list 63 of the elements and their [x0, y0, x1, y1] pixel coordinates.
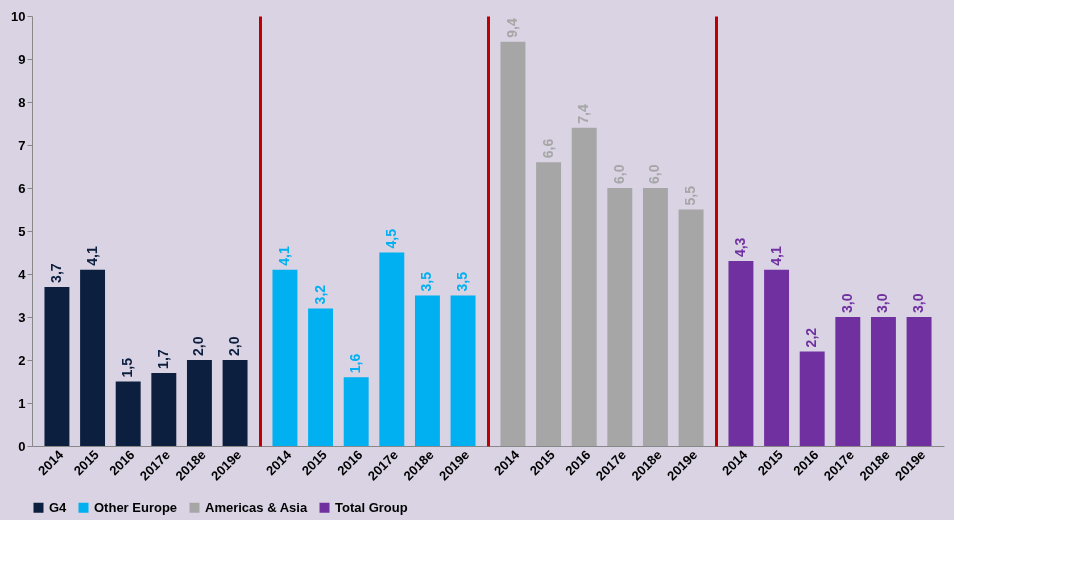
legend-label: G4 [49, 499, 68, 515]
bar [222, 360, 248, 446]
y-tick-label: 6 [18, 180, 26, 196]
bar [151, 372, 177, 446]
y-tick-label: 10 [11, 8, 26, 24]
data-label: 3,0 [838, 293, 855, 313]
y-tick-label: 0 [18, 438, 26, 454]
data-label: 6,6 [539, 138, 556, 159]
bar [379, 252, 405, 446]
bar [536, 162, 562, 446]
data-label: 1,7 [154, 349, 171, 369]
legend-label: Americas & Asia [205, 499, 308, 515]
bar [678, 209, 704, 446]
bar [115, 381, 141, 446]
data-label: 7,4 [575, 104, 592, 124]
y-tick-label: 3 [18, 309, 26, 325]
bar [308, 308, 334, 446]
legend-label: Total Group [335, 499, 408, 515]
data-label: 5,5 [682, 185, 699, 206]
data-label: 4,1 [83, 246, 100, 266]
bar [607, 188, 633, 446]
bar [870, 317, 896, 446]
bar [450, 295, 476, 446]
data-label: 3,5 [418, 271, 435, 292]
bar [642, 188, 668, 446]
y-tick-label: 8 [18, 94, 26, 110]
bar [835, 317, 861, 446]
data-label: 4,3 [731, 237, 748, 258]
bar [272, 269, 298, 446]
y-tick-label: 9 [18, 51, 26, 67]
y-tick-label: 1 [18, 395, 26, 411]
bar [728, 261, 754, 446]
bar [44, 286, 70, 446]
data-label: 3,5 [454, 271, 471, 292]
bar [799, 351, 825, 446]
data-label: 6,0 [646, 164, 663, 184]
data-label: 4,5 [382, 228, 399, 249]
data-label: 3,7 [47, 263, 64, 283]
data-label: 9,4 [503, 18, 520, 38]
data-label: 3,0 [874, 293, 891, 313]
data-label: 1,5 [119, 357, 136, 378]
data-label: 6,0 [610, 164, 627, 184]
bar [500, 41, 526, 446]
y-tick-label: 2 [18, 352, 26, 368]
data-label: 2,0 [226, 336, 243, 356]
y-tick-label: 4 [18, 266, 27, 282]
bar [571, 127, 597, 446]
data-label: 3,0 [910, 293, 927, 313]
bar [906, 317, 932, 446]
bar [343, 377, 369, 446]
bar [414, 295, 440, 446]
bar [764, 269, 790, 446]
data-label: 4,1 [767, 246, 784, 266]
y-tick-label: 5 [18, 223, 26, 239]
data-label: 2,2 [803, 327, 820, 348]
data-label: 2,0 [190, 336, 207, 356]
legend-label: Other Europe [94, 499, 178, 515]
data-label: 4,1 [275, 246, 292, 266]
data-label: 3,2 [311, 284, 328, 305]
y-tick-label: 7 [18, 137, 26, 153]
bar [80, 269, 106, 446]
data-label: 1,6 [347, 353, 364, 374]
bar [186, 360, 212, 446]
